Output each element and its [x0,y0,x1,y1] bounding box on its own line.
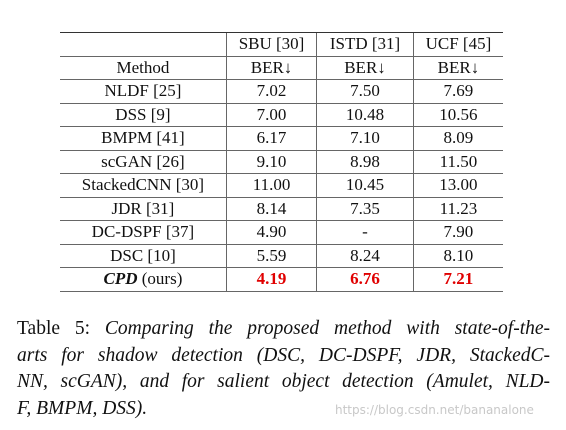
table-row: BMPM [41] 6.17 7.10 8.09 [60,126,503,150]
method-cell: DSS [9] [60,102,227,127]
table-row: StackedCNN [30] 11.00 10.45 13.00 [60,173,503,197]
caption-line: F, BMPM, DSS). [17,396,550,423]
value-cell: 7.90 [412,220,503,244]
value-cell: 7.50 [316,79,414,103]
caption-line: NN, scGAN), and for salient object detec… [17,369,550,396]
method-suffix: (ours) [141,269,183,289]
table-row: JDR [31] 8.14 7.35 11.23 [60,196,503,221]
header-row: Method BER↓ BER↓ BER↓ [60,55,503,80]
header-cell: Method [60,55,227,80]
caption-label: Table 5: [17,318,91,339]
value-cell: 13.00 [412,173,503,197]
value-cell: 10.45 [316,173,414,197]
value-cell: 7.35 [316,196,414,221]
method-cell: DC-DSPF [37] [60,220,227,244]
value-cell: 6.76 [316,267,414,292]
value-cell: 10.56 [412,102,503,127]
value-cell: 7.69 [412,79,503,103]
watermark: https://blog.csdn.net/bananalone [335,403,534,417]
value-cell: 5.59 [225,243,317,268]
caption-line: Table 5: Comparing the proposed method w… [17,316,550,343]
value-cell: 6.17 [225,126,317,150]
value-cell: 11.00 [225,173,317,197]
dataset-header: UCF [45] [412,32,503,56]
dataset-header: ISTD [31] [316,32,414,56]
value-cell: 7.00 [225,102,317,127]
value-cell: 8.09 [412,126,503,150]
method-cell: StackedCNN [30] [60,173,227,197]
value-cell: 8.10 [412,243,503,268]
results-table: SBU [30] ISTD [31] UCF [45] Method BER↓ BER↓ B… [60,32,503,292]
table-row: scGAN [26] 9.10 8.98 11.50 [60,149,503,174]
value-cell: 9.10 [225,149,317,174]
table-row: DSC [10] 5.59 8.24 8.10 [60,243,503,268]
method-cell: NLDF [25] [60,79,227,103]
method-cell: scGAN [26] [60,149,227,174]
value-cell: 7.21 [412,267,503,292]
metric-header: BER↓ [225,55,317,80]
value-cell: 10.48 [316,102,414,127]
method-cell: CPD (ours) [60,267,227,292]
caption-text: F, BMPM, DSS). [17,397,148,419]
metric-header: BER↓ [412,55,503,80]
caption-text: arts for shadow detection (DSC, DC-DSPF,… [17,344,550,366]
value-cell: 7.10 [316,126,414,150]
method-cell: JDR [31] [60,196,227,221]
value-cell: 8.98 [316,149,414,174]
metric-header: BER↓ [316,55,414,80]
table-row: DC-DSPF [37] 4.90-7.90 [60,220,503,244]
header-row: SBU [30] ISTD [31] UCF [45] [60,32,503,56]
caption: Table 5: Comparing the proposed method w… [17,316,550,422]
highlight-row: CPD (ours) 4.19 6.76 7.21 [60,267,503,292]
value-cell: 11.23 [412,196,503,221]
table-row: NLDF [25] 7.02 7.50 7.69 [60,79,503,103]
dataset-header: SBU [30] [225,32,317,56]
value-cell: - [316,220,414,244]
method-name: CPD [103,269,138,289]
caption-text: Comparing the proposed method with state… [104,318,551,339]
method-cell: BMPM [41] [60,126,227,150]
caption-line: arts for shadow detection (DSC, DC-DSPF,… [17,343,550,370]
table-row: DSS [9] 7.00 10.48 10.56 [60,102,503,127]
value-cell: 11.50 [412,149,503,174]
value-cell: 4.19 [225,267,317,292]
value-cell: 8.14 [225,196,317,221]
value-cell: 8.24 [316,243,414,268]
caption-text: NN, scGAN), and for salient object detec… [17,371,550,392]
value-cell: 4.90 [225,220,317,244]
method-cell: DSC [10] [60,243,227,268]
value-cell: 7.02 [225,79,317,103]
header-cell [60,32,227,56]
